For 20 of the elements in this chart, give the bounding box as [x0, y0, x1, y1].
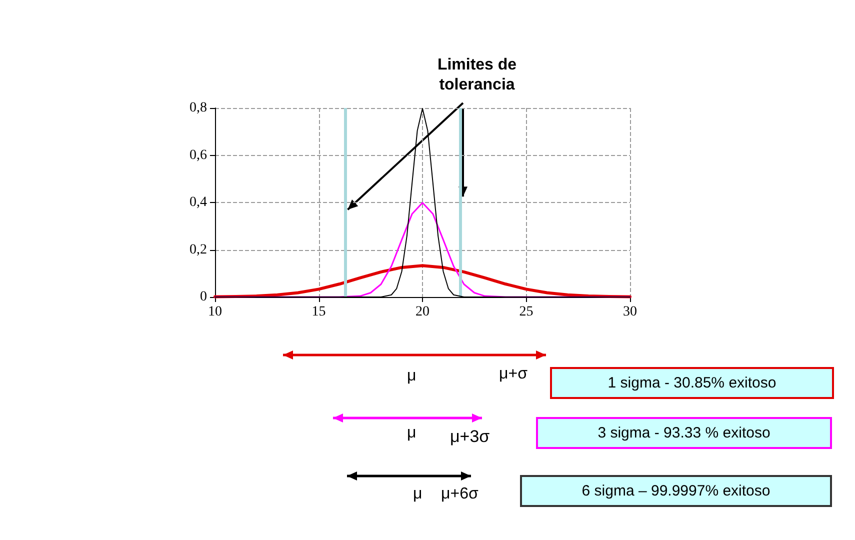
text: μ: [407, 424, 416, 442]
y-tick-label: 0: [200, 290, 207, 304]
y-tick-label: 0,8: [190, 100, 207, 116]
text: 3 sigma - 93.33 % exitoso: [598, 424, 770, 442]
text: 1 sigma - 30.85% exitoso: [608, 374, 776, 392]
text: 6 sigma – 99.9997% exitoso: [582, 482, 770, 500]
x-tick-label: 20: [416, 304, 430, 320]
y-tick-label: 0,6: [190, 148, 207, 163]
text: μ: [413, 486, 422, 502]
y-tick-label: 0,4: [190, 195, 207, 210]
annotation: Limites de tolerancia: [437, 56, 517, 94]
text: μ+σ: [499, 366, 528, 382]
x-tick-label: 15: [312, 304, 326, 320]
x-tick-label: 10: [208, 304, 222, 320]
text: μ+6σ: [441, 486, 478, 502]
x-tick-label: 25: [519, 304, 534, 320]
text: μ: [407, 368, 416, 384]
x-tick-label: 30: [623, 304, 637, 320]
y-tick-label: 0,2: [190, 242, 207, 258]
text: μ+3σ: [450, 427, 490, 446]
